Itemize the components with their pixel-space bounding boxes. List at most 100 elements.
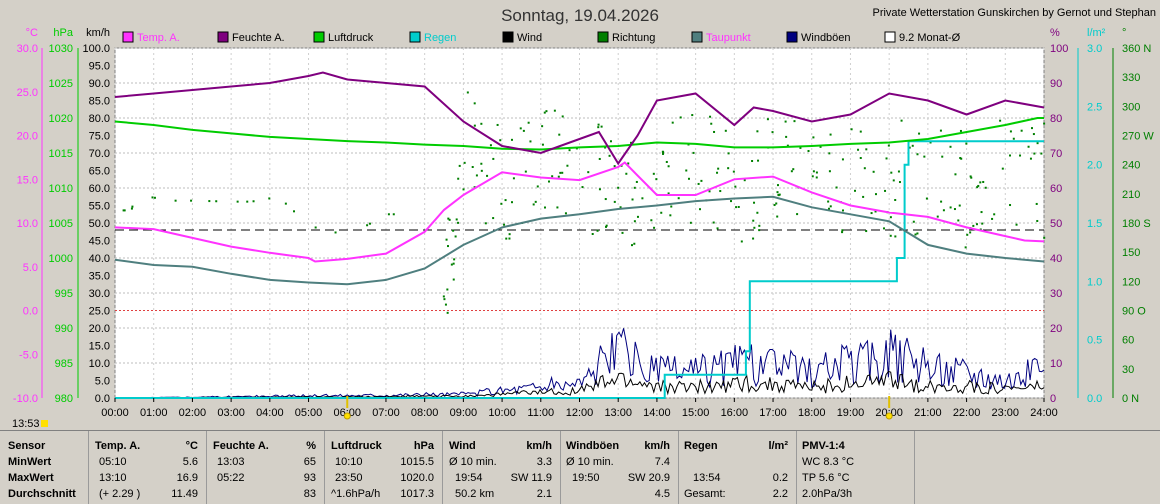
direction-point bbox=[446, 288, 449, 291]
x-tick-label: 13:00 bbox=[604, 407, 632, 419]
sunrise-marker-dot bbox=[343, 412, 351, 420]
rain-header: Regen bbox=[684, 440, 718, 452]
legend-item: Temp. A. bbox=[122, 31, 180, 44]
direction-point bbox=[940, 200, 943, 203]
direction-point bbox=[815, 176, 818, 179]
direction-point bbox=[561, 171, 564, 174]
direction-point bbox=[984, 186, 987, 189]
wind-max-time: 19:54 bbox=[455, 472, 483, 484]
direction-point bbox=[713, 130, 716, 133]
axis-tick-label: 10.0 bbox=[89, 358, 110, 370]
humidity-max-value: 93 bbox=[303, 472, 316, 484]
direction-point bbox=[527, 121, 530, 124]
direction-point bbox=[716, 171, 719, 174]
direction-point bbox=[519, 127, 522, 130]
axis-tick-label: 330 bbox=[1122, 72, 1140, 84]
temp-max-value: 16.9 bbox=[176, 472, 198, 484]
axis-tick-label: 1015 bbox=[49, 148, 73, 160]
station-name: Private Wetterstation Gunskirchen by Ger… bbox=[872, 7, 1156, 19]
direction-point bbox=[908, 146, 911, 149]
direction-point bbox=[758, 229, 761, 232]
direction-point bbox=[887, 144, 890, 147]
direction-point bbox=[131, 205, 134, 208]
legend-swatch bbox=[691, 31, 703, 43]
direction-point bbox=[969, 231, 972, 234]
legend-item: 9.2 Monat-Ø bbox=[884, 31, 961, 44]
legend-swatch bbox=[786, 31, 798, 43]
direction-point bbox=[653, 226, 656, 229]
direction-point bbox=[719, 190, 722, 193]
direction-point bbox=[366, 224, 369, 227]
divider bbox=[914, 431, 915, 504]
axis-tick-label: 35.0 bbox=[89, 271, 110, 283]
x-tick-label: 15:00 bbox=[682, 407, 710, 419]
legend-swatch bbox=[502, 31, 514, 43]
x-tick-label: 09:00 bbox=[450, 407, 478, 419]
direction-point bbox=[815, 171, 818, 174]
direction-point bbox=[776, 215, 779, 218]
direction-point bbox=[897, 170, 900, 173]
legend-label: Luftdruck bbox=[328, 32, 374, 44]
axis-tick-label: 240 bbox=[1122, 160, 1140, 172]
direction-point bbox=[811, 175, 814, 178]
axis-tick-label: 1030 bbox=[49, 43, 73, 55]
axis-tick-label: 55.0 bbox=[89, 201, 110, 213]
direction-point bbox=[889, 216, 892, 219]
weather-chart: Sonntag, 19.04.2026 Private Wetterstation… bbox=[12, 6, 1156, 430]
legend-label: Windböen bbox=[801, 32, 851, 44]
direction-point bbox=[841, 231, 844, 234]
direction-point bbox=[443, 298, 446, 301]
direction-point bbox=[799, 146, 802, 149]
direction-point bbox=[543, 111, 546, 114]
gust-unit: km/h bbox=[644, 440, 670, 452]
humidity-avg-value: 83 bbox=[303, 488, 316, 500]
legend-swatch bbox=[217, 31, 229, 43]
divider bbox=[206, 431, 207, 504]
direction-point bbox=[392, 213, 395, 216]
direction-point bbox=[596, 229, 599, 232]
legend-item: Luftdruck bbox=[313, 31, 374, 44]
axis-tick-label: 85.0 bbox=[89, 96, 110, 108]
direction-point bbox=[685, 169, 688, 172]
direction-point bbox=[827, 207, 830, 210]
direction-point bbox=[751, 160, 754, 163]
direction-point bbox=[929, 141, 932, 144]
direction-point bbox=[486, 174, 489, 177]
axis-tick-label: 1025 bbox=[49, 78, 73, 90]
direction-point bbox=[534, 200, 537, 203]
direction-point bbox=[446, 245, 449, 248]
direction-point bbox=[1020, 129, 1023, 132]
axis-tick-label: 270 W bbox=[1122, 131, 1154, 143]
direction-point bbox=[444, 303, 447, 306]
direction-point bbox=[796, 213, 799, 216]
axis-tick-label: 60 bbox=[1050, 183, 1062, 195]
stats-wind-column: Wind km/h Ø 10 min. 3.3 19:54 SW 11.9 50… bbox=[443, 431, 560, 504]
direction-point bbox=[1029, 157, 1032, 160]
direction-point bbox=[492, 157, 495, 160]
direction-point bbox=[918, 132, 921, 135]
direction-point bbox=[236, 200, 239, 203]
direction-point bbox=[756, 130, 759, 133]
direction-point bbox=[753, 226, 756, 229]
direction-point bbox=[894, 198, 897, 201]
axis-tick-label: 3.0 bbox=[1087, 43, 1102, 55]
direction-point bbox=[874, 210, 877, 213]
axis-tick-label: 120 bbox=[1122, 276, 1140, 288]
direction-point bbox=[863, 167, 866, 170]
direction-point bbox=[462, 188, 465, 191]
direction-point bbox=[894, 235, 897, 238]
direction-point bbox=[692, 151, 695, 154]
pmv-header: PMV-1:4 bbox=[802, 440, 845, 452]
legend-label: Temp. A. bbox=[137, 32, 180, 44]
direction-point bbox=[605, 225, 608, 228]
humidity-header: Feuchte A. bbox=[213, 440, 269, 452]
axis-unit-label: km/h bbox=[86, 27, 110, 39]
direction-point bbox=[1009, 204, 1012, 207]
direction-point bbox=[123, 209, 126, 212]
wind-avg-value: 2.1 bbox=[536, 488, 552, 500]
direction-point bbox=[828, 170, 831, 173]
direction-point bbox=[784, 120, 787, 123]
direction-point bbox=[608, 154, 611, 157]
axis-tick-label: 0 N bbox=[1122, 393, 1139, 405]
direction-point bbox=[819, 145, 822, 148]
